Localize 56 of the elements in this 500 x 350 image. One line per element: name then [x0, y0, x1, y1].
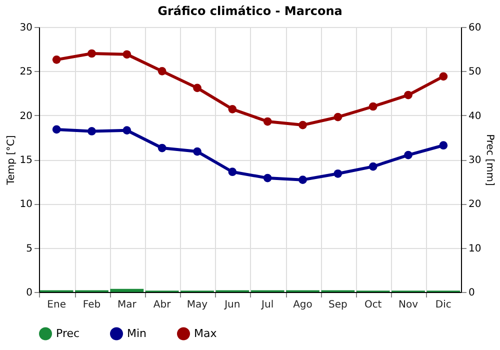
point [122, 50, 132, 59]
x-tick-label: Dic [435, 300, 452, 310]
legend-label: Max [194, 326, 218, 340]
y-axis-title: Temp [°C] [6, 135, 17, 186]
x-tick-label: Oct [364, 300, 382, 310]
point [334, 112, 342, 122]
x-tick-label: Mar [117, 300, 138, 310]
x-tick-label: May [186, 300, 208, 310]
y2-tick-label: 50 [468, 66, 482, 78]
point [88, 127, 96, 136]
y2-tick-label: 20 [468, 199, 482, 210]
chart-title: Gráfico climático - Marcona [158, 4, 342, 18]
y2-tick-label: 10 [468, 243, 482, 254]
x-tick-label: Jun [224, 300, 240, 310]
point [193, 84, 202, 92]
point [52, 56, 61, 64]
legend-label: Min [127, 326, 147, 340]
x-tick-label: Feb [82, 300, 101, 310]
y-tick-label: 0 [26, 288, 32, 298]
point [158, 66, 166, 76]
y-tick-label: 25 [20, 66, 32, 78]
point [228, 168, 237, 176]
point [298, 176, 307, 184]
point [439, 141, 448, 150]
y-tick-label: 20 [20, 110, 32, 122]
y-tick-label: 30 [20, 22, 32, 34]
y2-tick-label: 0 [468, 288, 475, 298]
x-tick-label: Sep [328, 300, 348, 310]
point [193, 147, 202, 156]
point [88, 49, 96, 58]
x-tick-label: Ene [47, 300, 66, 310]
y2-axis-title: Prec [mm] [484, 134, 496, 186]
point [298, 120, 307, 130]
y2-tick-label: 30 [468, 155, 482, 166]
point [439, 72, 448, 81]
y-tick-label: 5 [26, 243, 32, 254]
point [158, 144, 166, 152]
x-tick-label: Abr [153, 300, 172, 310]
point [404, 150, 412, 160]
y2-tick-label: 60 [468, 22, 482, 34]
point [263, 174, 272, 182]
point [368, 162, 378, 171]
point [52, 125, 61, 134]
point [404, 90, 412, 100]
point [334, 169, 342, 178]
point [228, 104, 237, 114]
legend-label: Prec [56, 326, 80, 340]
x-tick-label: Nov [398, 300, 418, 310]
x-tick-label: Ago [293, 300, 312, 310]
point [263, 117, 272, 126]
point [122, 126, 132, 135]
y2-tick-label: 40 [468, 110, 482, 122]
x-tick-label: Jul [260, 300, 274, 310]
y-tick-label: 15 [20, 155, 32, 166]
y-tick-label: 10 [20, 199, 32, 210]
point [368, 102, 378, 111]
